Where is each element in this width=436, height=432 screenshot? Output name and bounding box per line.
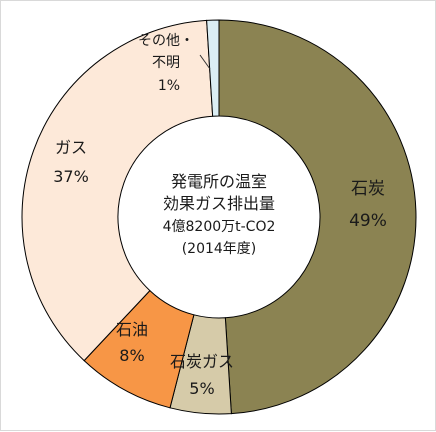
slices-group [21, 19, 417, 415]
slice-4-arc [21, 19, 214, 362]
slice-5-arc [206, 19, 220, 117]
slice-4-percent: 37% [53, 167, 89, 186]
center-line-1: 発電所の温室 [171, 172, 267, 191]
slice-3-percent: 8% [119, 346, 144, 365]
slice-5-percent: 1% [158, 78, 180, 94]
center-label: 発電所の温室 効果ガス排出量 4億8200万t-CO2 (2014年度) [163, 172, 276, 257]
slice-1-percent: 49% [349, 211, 387, 231]
slice-4-name: ガス [55, 138, 87, 157]
labels-group: 石炭 49% 石炭ガス 5% 石油 8% ガス 37% その他・不明 1% [53, 33, 387, 398]
slice-2-percent: 5% [189, 379, 214, 398]
slice-3-name: 石油 [116, 320, 148, 339]
center-line-3: 4億8200万t-CO2 [163, 219, 276, 235]
slice-2-name: 石炭ガス [170, 352, 234, 371]
slice-5-name-line-2: 不明 [152, 55, 180, 71]
center-line-2: 効果ガス排出量 [163, 194, 275, 213]
slice-1-name: 石炭 [351, 179, 385, 199]
center-line-4: (2014年度) [182, 241, 257, 257]
slice-5-leader-line [199, 54, 211, 70]
slice-1-arc [218, 19, 417, 415]
slice-5-name-line-1: その他・ [138, 33, 194, 49]
